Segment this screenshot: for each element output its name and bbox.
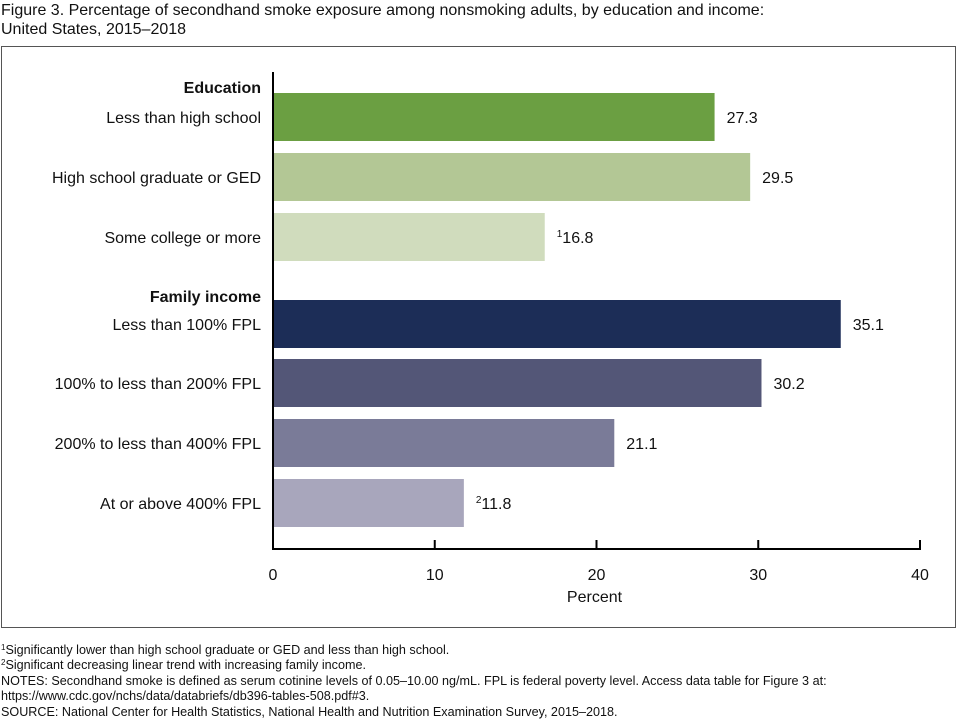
footnote-2-text: Significant decreasing linear trend with… [5, 658, 366, 673]
footnote-1: 1Significantly lower than high school gr… [1, 643, 827, 658]
bar-some-college-or-more [274, 213, 545, 261]
value-label-less-than-high-school: 27.3 [727, 110, 758, 127]
footnote-1-mark: 1 [1, 643, 6, 652]
category-label-200pct-to-less-than-400pct-fpl: 200% to less than 400% FPL [55, 436, 261, 453]
bars-layer [274, 93, 841, 527]
footnote-mark: 1 [557, 229, 563, 240]
category-labels-layer: Education Less than high school High schoo… [52, 80, 261, 513]
figure-title: Figure 3. Percentage of secondhand smoke… [1, 1, 764, 39]
x-tick-label-40: 40 [911, 567, 929, 584]
figure-title-line-2: United States, 2015–2018 [1, 21, 187, 38]
category-label-less-than-100pct-fpl: Less than 100% FPL [112, 317, 261, 334]
footnote-2: 2Significant decreasing linear trend wit… [1, 658, 827, 673]
bar-100pct-to-less-than-200pct-fpl [274, 359, 762, 407]
x-axis-title: Percent [567, 589, 623, 606]
value-label-200pct-to-less-than-400pct-fpl: 21.1 [626, 436, 657, 453]
x-tick-label-30: 30 [749, 567, 767, 584]
chart-frame [1, 46, 956, 628]
value-labels-layer: 27.3 29.5 116.8 35.1 30.2 21.1 211.8 [476, 110, 884, 513]
footnote-2-mark: 2 [1, 658, 6, 668]
value-label-less-than-100pct-fpl: 35.1 [853, 317, 884, 334]
footnote-1-text: Significantly lower than high school gra… [5, 643, 450, 657]
x-tick-label-0: 0 [269, 567, 278, 584]
x-tick-label-10: 10 [426, 567, 444, 584]
bar-chart: Education Less than high school High schoo… [52, 72, 929, 606]
x-axis: 0 10 20 30 40 Percent [269, 72, 929, 606]
source-line: SOURCE: National Center for Health Stati… [1, 704, 618, 719]
value-label-at-or-above-400pct-fpl: 211.8 [476, 495, 512, 513]
footnotes: 1Significantly lower than high school gr… [1, 643, 827, 720]
group-header-education: Education [184, 80, 261, 97]
bar-at-or-above-400pct-fpl [274, 479, 464, 527]
bar-less-than-high-school [274, 93, 715, 141]
category-label-100pct-to-less-than-200pct-fpl: 100% to less than 200% FPL [55, 376, 261, 393]
figure-title-line-1: Figure 3. Percentage of secondhand smoke… [1, 2, 765, 19]
value-text: 16.8 [562, 230, 593, 247]
value-label-some-college-or-more: 116.8 [557, 229, 594, 247]
category-label-high-school-graduate-or-ged: High school graduate or GED [52, 170, 261, 187]
bar-less-than-100pct-fpl [274, 300, 841, 348]
category-label-at-or-above-400pct-fpl: At or above 400% FPL [100, 496, 261, 513]
x-tick-label-20: 20 [588, 567, 606, 584]
group-header-family-income: Family income [150, 289, 261, 306]
value-text: 11.8 [481, 496, 511, 513]
footnote-mark: 2 [476, 495, 482, 506]
category-label-less-than-high-school: Less than high school [106, 110, 261, 127]
bar-200pct-to-less-than-400pct-fpl [274, 419, 615, 467]
value-label-high-school-graduate-or-ged: 29.5 [762, 170, 793, 187]
bar-high-school-graduate-or-ged [274, 153, 751, 201]
category-label-some-college-or-more: Some college or more [104, 230, 261, 247]
notes-line-1: NOTES: Secondhand smoke is defined as se… [1, 673, 827, 688]
notes-line-2: https://www.cdc.gov/nchs/data/databriefs… [1, 689, 370, 704]
value-label-100pct-to-less-than-200pct-fpl: 30.2 [773, 376, 804, 393]
